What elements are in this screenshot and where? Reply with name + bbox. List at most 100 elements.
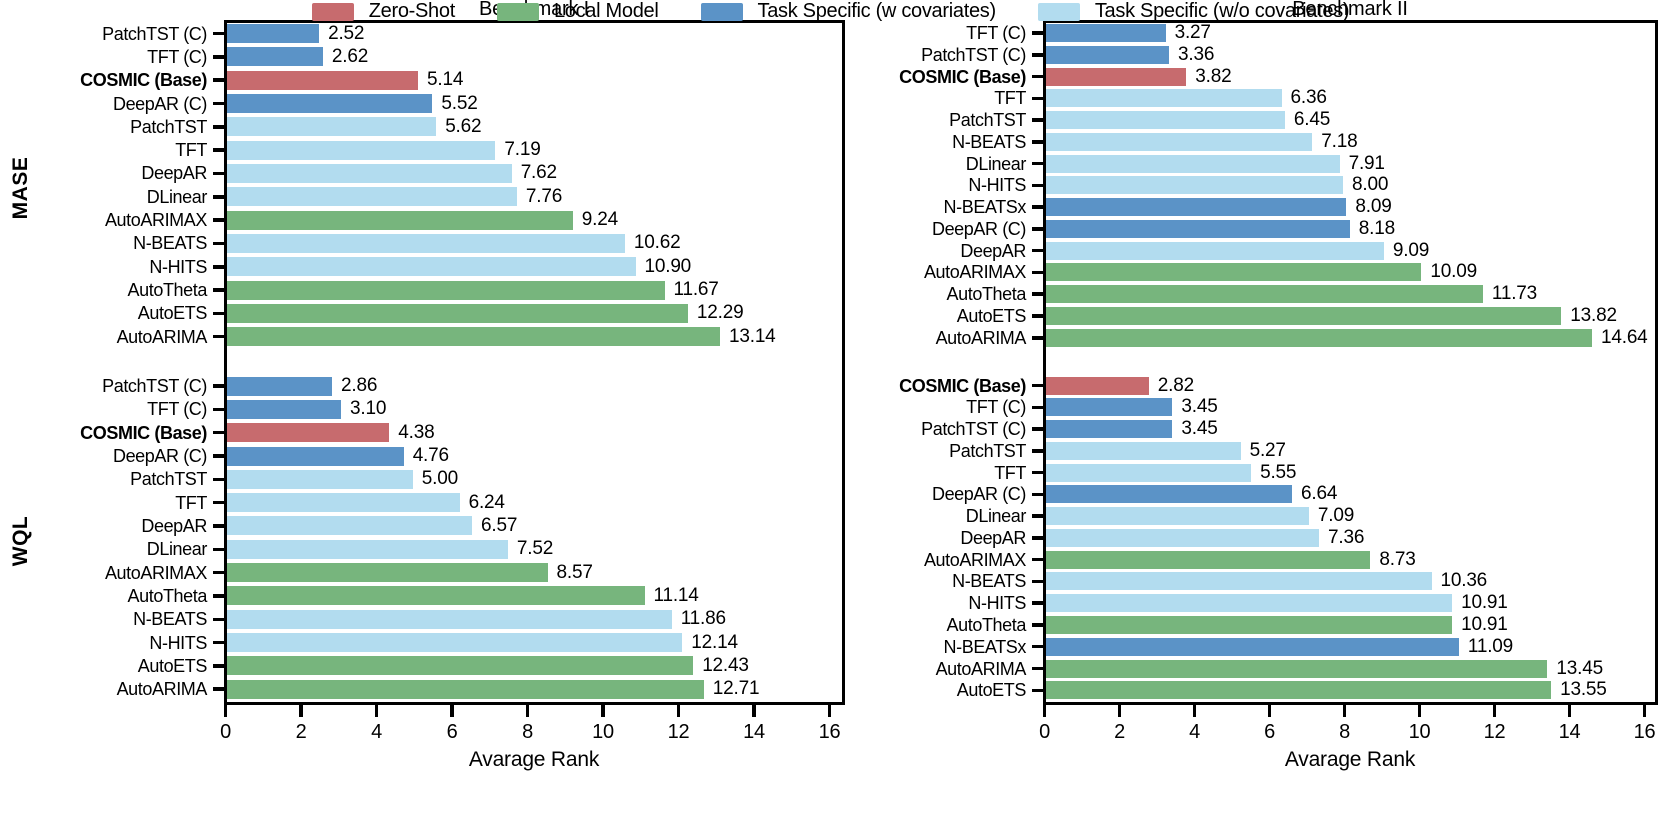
category-label: TFT	[994, 88, 1026, 109]
category-label: N-BEATSx	[943, 636, 1027, 657]
bar-wql-deepar-c-	[1046, 485, 1292, 504]
category-label: DeepAR	[141, 515, 207, 536]
category-label: TFT (C)	[966, 23, 1026, 43]
x-tick	[1267, 705, 1272, 717]
y-tick	[213, 55, 227, 59]
category-label: DLinear	[965, 153, 1027, 174]
y-tick	[1032, 644, 1046, 649]
y-tick	[1032, 601, 1046, 605]
bar-wql-autoets	[1046, 681, 1552, 700]
bar-mase-n-beatsx	[1046, 198, 1347, 217]
x-tick-label: 10	[1408, 721, 1431, 743]
y-tick	[213, 500, 227, 505]
category-label: DeepAR	[141, 163, 207, 184]
category-label: AutoARIMA	[116, 326, 208, 347]
category-label: PatchTST	[130, 116, 207, 137]
x-tick	[1117, 705, 1122, 717]
y-tick	[1032, 666, 1046, 671]
y-tick	[213, 288, 227, 292]
category-label: DeepAR (C)	[112, 93, 207, 114]
y-tick	[1032, 688, 1046, 692]
y-tick	[213, 311, 227, 316]
category-label: AutoARIMAX	[104, 562, 207, 583]
x-tick-label: 10	[592, 721, 614, 743]
category-label: AutoTheta	[946, 614, 1027, 635]
value-label: 6.36	[1290, 87, 1327, 109]
value-label: 6.45	[1293, 109, 1331, 131]
legend-label-zero-shot: Zero-Shot	[368, 0, 456, 22]
value-label: 13.14	[729, 325, 776, 347]
panel-title-benchmark-2: Benchmark II	[1292, 0, 1408, 20]
category-label: N-BEATS	[952, 571, 1026, 592]
category-label: AutoETS	[137, 655, 208, 676]
y-tick	[1032, 336, 1046, 340]
y-tick	[1032, 161, 1046, 166]
y-tick	[213, 570, 227, 575]
bar-wql-deepar	[227, 516, 472, 536]
value-label: 3.36	[1178, 43, 1215, 65]
x-tick-label: 16	[818, 721, 841, 743]
bar-wql-n-hits	[227, 633, 683, 652]
x-tick	[1417, 705, 1422, 717]
bar-wql-patchtst	[227, 469, 413, 489]
category-label: AutoARIMA	[116, 679, 208, 700]
category-label: DeepAR (C)	[112, 446, 207, 466]
value-label: 10.90	[644, 255, 692, 277]
bar-mase-n-hits	[1046, 176, 1343, 195]
value-label: 2.62	[331, 45, 369, 67]
y-tick	[1032, 623, 1046, 627]
x-tick	[1492, 705, 1497, 717]
category-label: N-BEATS	[133, 233, 207, 254]
bar-mase-autoarimax	[1046, 263, 1422, 282]
value-label: 3.45	[1181, 418, 1218, 439]
bar-wql-tft-c-	[1046, 398, 1173, 417]
value-label: 8.00	[1352, 174, 1389, 196]
y-tick	[1032, 383, 1046, 388]
category-label: N-HITS	[968, 593, 1026, 614]
value-label: 10.09	[1430, 261, 1477, 283]
bar-mase-tft	[227, 140, 496, 160]
value-label: 7.62	[520, 162, 557, 184]
y-tick	[1032, 74, 1046, 79]
legend: Zero-Shot Local Model Task Specific (w c…	[0, 0, 1661, 23]
bar-wql-tft-c-	[227, 399, 341, 419]
value-label: 10.91	[1461, 592, 1508, 614]
x-tick	[374, 705, 379, 717]
category-label: AutoARIMAX	[923, 549, 1026, 570]
y-tick	[213, 640, 227, 645]
category-label: N-BEATS	[952, 131, 1026, 152]
legend-label-local-model: Local Model	[553, 0, 659, 22]
value-label: 5.55	[1260, 461, 1297, 483]
x-tick	[1042, 705, 1047, 717]
value-label: 2.82	[1157, 374, 1194, 396]
y-tick	[1032, 427, 1046, 431]
x-tick	[450, 705, 454, 717]
bar-mase-cosmic-base-	[227, 70, 418, 90]
task-specific-wo-covariates-swatch-icon	[1037, 2, 1080, 21]
category-label: PatchTST (C)	[921, 44, 1026, 65]
bar-wql-patchtst-c-	[227, 376, 332, 396]
y-tick	[1032, 557, 1046, 562]
x-tick	[752, 705, 756, 717]
x-tick-label: 0	[1039, 721, 1050, 743]
category-label: PatchTST	[949, 440, 1026, 461]
category-label: N-BEATS	[133, 609, 207, 630]
value-label: 4.76	[412, 445, 449, 466]
category-label: AutoARIMA	[935, 327, 1027, 348]
bar-wql-n-hits	[1046, 594, 1453, 613]
category-label: AutoETS	[956, 680, 1027, 701]
value-label: 8.57	[556, 561, 593, 583]
bar-wql-n-beatsx	[1046, 637, 1459, 656]
bar-mase-autotheta	[1046, 285, 1483, 304]
bar-wql-autotheta	[227, 586, 645, 606]
value-label: 5.27	[1249, 439, 1286, 461]
y-tick	[213, 334, 227, 339]
category-label: DLinear	[146, 186, 208, 207]
category-label: DeepAR	[960, 527, 1026, 548]
bar-wql-n-beats	[1046, 572, 1432, 591]
y-tick	[1032, 514, 1046, 518]
value-label: 6.64	[1301, 483, 1338, 505]
bar-wql-dlinear	[227, 539, 508, 559]
bar-mase-tft-c-	[1046, 24, 1166, 42]
